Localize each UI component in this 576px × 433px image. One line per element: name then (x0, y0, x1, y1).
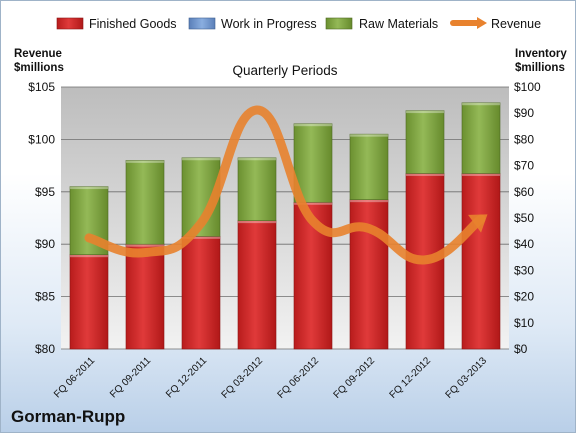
left-axis-title-line1: Revenue (14, 48, 62, 60)
legend-label-raw-materials: Raw Materials (359, 17, 438, 31)
bar-raw-materials-highlight (350, 134, 388, 137)
bar-finished-goods (181, 236, 221, 350)
bar-finished-goods (69, 254, 109, 350)
legend-label-work-in-progress: Work in Progress (221, 17, 317, 31)
bar-finished-goods (237, 220, 277, 350)
bar-finished-goods-highlight (294, 202, 332, 205)
right-tick-label: $90 (514, 106, 534, 120)
x-tick-label: FQ 09-2011 (108, 355, 153, 400)
x-tick-label: FQ 03-2013 (444, 355, 490, 401)
bar-finished-goods (461, 173, 501, 350)
legend-label-revenue: Revenue (491, 17, 541, 31)
right-tick-label: $50 (514, 211, 534, 225)
legend-label-finished-goods: Finished Goods (89, 17, 177, 31)
left-tick-label: $90 (35, 237, 55, 251)
right-axis-title-line1: Inventory (515, 48, 567, 60)
right-tick-label: $10 (514, 316, 534, 330)
chart-title: Quarterly Periods (232, 63, 337, 78)
left-tick-label: $85 (35, 290, 55, 304)
bar-finished-goods-highlight (238, 220, 276, 224)
x-axis-ticks: FQ 06-2011 FQ 09-2011 FQ 12-2011 FQ 03-2012… (52, 355, 489, 401)
bar-raw-materials (461, 102, 501, 174)
bar-finished-goods-highlight (70, 254, 108, 258)
legend: Finished Goods Work in Progress Raw Mate… (56, 17, 541, 31)
bar-finished-goods (349, 199, 389, 350)
right-axis-title-line2: $millions (515, 62, 565, 74)
bar-finished-goods-highlight (462, 173, 500, 176)
bar-raw-materials-highlight (238, 157, 276, 161)
right-tick-label: $0 (514, 342, 528, 356)
right-tick-label: $100 (514, 80, 541, 94)
bar-finished-goods-highlight (182, 236, 220, 239)
right-tick-label: $60 (514, 185, 534, 199)
bar-raw-materials-highlight (182, 157, 220, 161)
revenue-line-path (84, 105, 486, 265)
legend-revenue-arrowhead (477, 17, 487, 29)
left-axis-title-line2: $millions (14, 62, 64, 74)
x-tick-label: FQ 12-2012 (388, 355, 434, 401)
revenue-line (84, 105, 488, 265)
bar-finished-goods (125, 243, 165, 350)
left-tick-label: $95 (35, 185, 55, 199)
bars (69, 102, 501, 350)
right-tick-label: $40 (514, 237, 534, 251)
right-tick-label: $20 (514, 290, 534, 304)
left-tick-label: $80 (35, 342, 55, 356)
right-tick-label: $30 (514, 263, 534, 277)
bar-raw-materials (405, 110, 445, 174)
x-tick-label: FQ 03-2012 (220, 355, 266, 401)
bar-finished-goods-highlight (126, 244, 164, 247)
bar-raw-materials (125, 160, 165, 245)
bar-raw-materials-highlight (126, 160, 164, 163)
bar-raw-materials (349, 133, 389, 200)
bar-raw-materials-highlight (406, 110, 444, 114)
x-tick-label: FQ 06-2011 (52, 355, 97, 400)
bar-finished-goods-highlight (350, 199, 388, 203)
bar-raw-materials (237, 157, 277, 221)
x-tick-label: FQ 09-2012 (332, 355, 378, 401)
right-tick-label: $80 (514, 132, 534, 146)
legend-swatch-work-in-progress (188, 17, 216, 30)
right-tick-label: $70 (514, 159, 534, 173)
revenue-line-arrowhead (468, 214, 488, 233)
brand-label: Gorman-Rupp (11, 407, 125, 426)
bar-raw-materials-highlight (294, 123, 332, 127)
bar-raw-materials-highlight (70, 186, 108, 190)
legend-swatch-raw-materials (325, 17, 353, 30)
bar-finished-goods-highlight (406, 173, 444, 176)
left-tick-label: $100 (28, 132, 55, 146)
left-axis-ticks: $80 $85 $90 $95 $100 $105 (28, 80, 55, 356)
bar-raw-materials-highlight (462, 102, 500, 106)
left-tick-label: $105 (28, 80, 55, 94)
legend-swatch-finished-goods (56, 17, 84, 30)
right-axis-ticks: $0 $10 $20 $30 $40 $50 $60 $70 $80 $90 $100 (514, 80, 541, 356)
x-tick-label: FQ 06-2012 (276, 355, 322, 401)
x-tick-label: FQ 12-2011 (164, 355, 209, 400)
